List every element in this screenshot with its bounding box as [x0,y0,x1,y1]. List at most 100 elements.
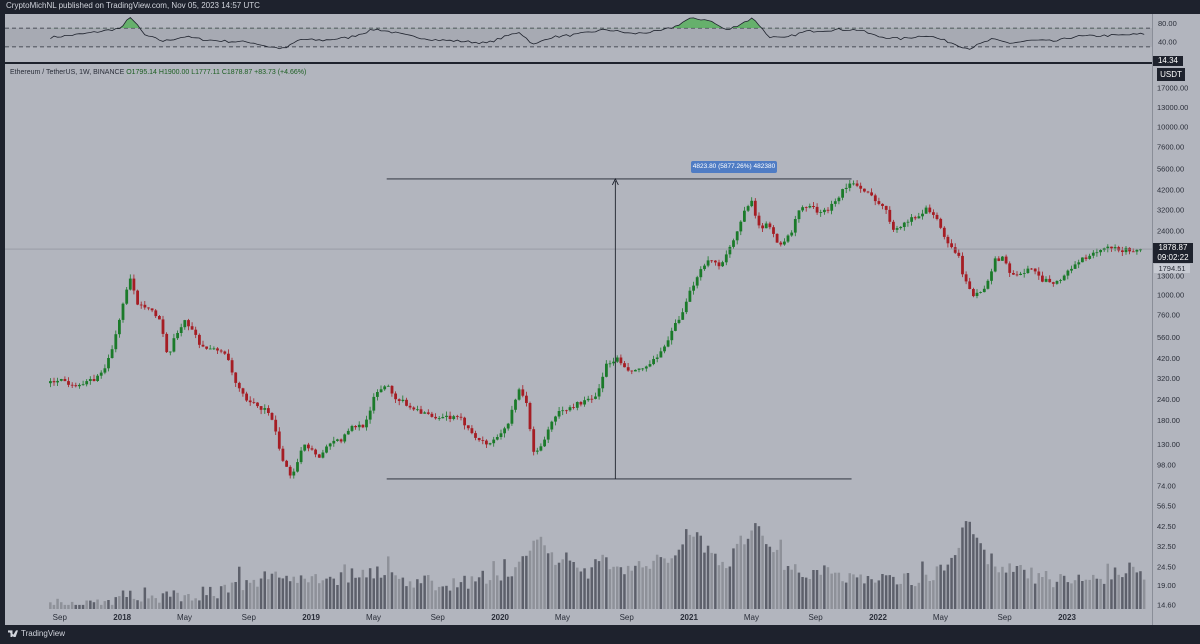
candle-body [750,200,754,207]
candle-body [1066,270,1070,276]
volume-bar [92,602,96,609]
time-axis-label: 2023 [1058,613,1076,622]
volume-bar [783,569,786,609]
candle-body [1128,247,1131,252]
rsi-band [5,28,1152,47]
time-axis-label: May [933,613,948,622]
volume-bar [405,586,408,609]
candle-body [757,215,761,226]
candle-body [158,316,161,320]
candle-body [714,260,717,263]
candle-body [372,396,376,411]
candle-body [63,379,67,382]
candle-body [386,385,390,387]
time-axis-label: Sep [53,613,68,622]
candle-body [659,351,663,358]
candle-body [732,240,735,247]
volume-bar [176,592,179,609]
candle-body [503,428,506,434]
candle-body [317,454,321,458]
candle-body [139,304,143,306]
candle-body [1077,262,1081,265]
volume-bar [957,547,961,609]
volume-bar [797,572,801,609]
volume-bar [470,576,474,609]
volume-bar [118,596,121,609]
volume-bar [132,598,136,609]
volume-bar [557,562,561,609]
candle-body [579,402,583,405]
candle-body [350,426,354,431]
candle-body [899,226,903,229]
candle-body [717,262,721,267]
candle-body [979,292,982,293]
tradingview-logo[interactable]: TradingView [8,629,65,638]
volume-bar [1070,583,1073,609]
volume-bar [158,602,161,609]
candle-body [968,281,972,289]
candle-body [623,363,626,368]
volume-bar [834,572,837,609]
volume-bar [52,604,56,609]
candle-body [594,396,597,399]
volume-bar [688,534,692,609]
candle-body [575,402,579,408]
candle-body [572,407,575,408]
candle-body [964,274,968,282]
panel-separator[interactable] [5,62,1152,64]
candle-body [724,254,728,263]
volume-bar [452,578,455,609]
candle-body [648,364,652,367]
candle-body [910,217,913,222]
volume-bar [765,544,768,609]
candle-body [187,320,190,327]
volume-bar [855,577,859,609]
candle-body [361,424,365,428]
volume-bar [979,543,982,609]
volume-bar [794,564,797,609]
volume-bar [786,566,790,609]
candle-body [601,376,605,389]
volume-bar [536,539,539,609]
time-axis[interactable] [5,611,1152,625]
candle-body [525,395,528,403]
time-axis-label: 2018 [113,613,131,622]
volume-bar [837,572,841,609]
volume-bar [129,590,132,609]
candle-body [1004,256,1008,264]
volume-bar [997,572,1000,609]
volume-bar [354,577,357,609]
volume-bar [314,574,317,609]
rsi-line [50,16,1145,50]
candle-body [1099,250,1102,253]
time-axis-label: Sep [997,613,1012,622]
candle-body [543,439,546,447]
price-axis[interactable] [1152,14,1200,625]
volume-bar [950,557,953,609]
candle-body [597,388,601,397]
candle-body [430,413,434,417]
volume-bar [481,570,484,609]
price-panel[interactable] [5,64,1152,611]
volume-bar [1026,578,1030,609]
volume-bar [408,581,412,609]
volume-bar [1008,563,1011,609]
candle-body [521,389,525,396]
candle-body [743,210,746,222]
volume-bar [390,572,394,609]
candle-body [946,236,950,244]
candle-body [1121,250,1124,252]
candle-body [314,449,317,455]
candle-body [277,431,281,449]
candle-body [376,392,379,397]
volume-bar [379,577,383,609]
volume-bar [263,571,266,609]
candle-body [183,320,187,328]
currency-button[interactable]: USDT [1157,68,1185,81]
volume-bar [248,582,252,609]
candle-body [299,450,303,463]
measure-arrow [611,177,619,186]
candle-body [950,243,953,248]
last-price-tag: 1878.87 09:02:22 [1153,243,1193,263]
volume-bar [1030,567,1033,609]
